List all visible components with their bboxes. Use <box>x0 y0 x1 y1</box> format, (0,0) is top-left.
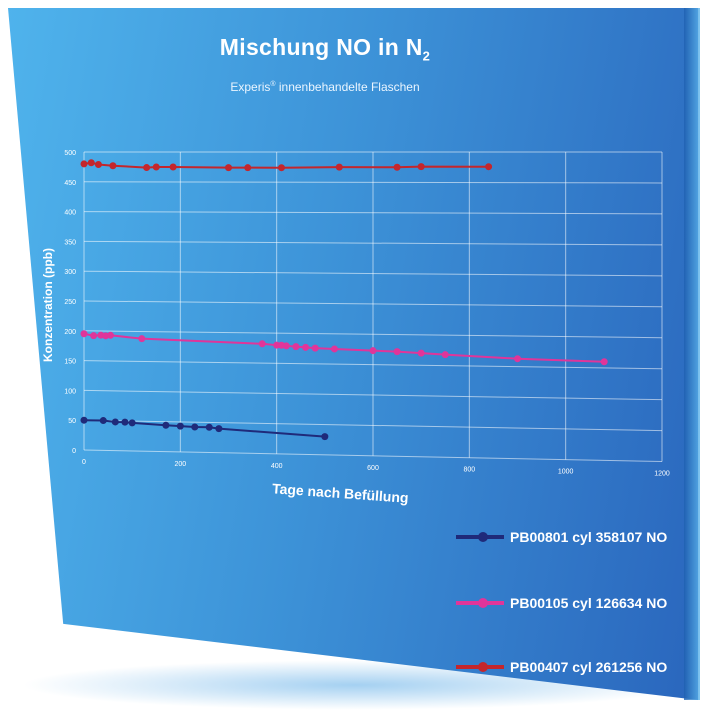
data-point <box>441 351 449 359</box>
legend-swatch <box>456 662 504 672</box>
series-1 <box>80 416 329 441</box>
y-tick-label: 350 <box>64 239 76 246</box>
grid <box>83 151 663 463</box>
data-point <box>87 159 95 167</box>
data-point <box>302 343 310 351</box>
x-tick-label: 1200 <box>654 471 670 478</box>
series-3 <box>80 159 493 172</box>
data-point <box>215 425 223 433</box>
data-point <box>244 164 252 172</box>
data-point <box>143 164 151 172</box>
data-point <box>80 160 88 168</box>
data-point <box>311 344 319 352</box>
data-point <box>109 162 117 170</box>
x-tick-label: 400 <box>271 463 283 470</box>
x-tick-label: 200 <box>174 461 186 468</box>
data-point <box>94 161 102 169</box>
data-point <box>393 348 401 356</box>
legend-swatch <box>456 598 504 608</box>
y-tick-label: 500 <box>64 150 76 157</box>
data-point <box>205 423 213 431</box>
data-point <box>128 419 136 427</box>
data-point <box>176 422 184 430</box>
panel-edge <box>684 8 700 700</box>
data-point <box>485 163 493 171</box>
data-point <box>335 163 343 171</box>
y-tick-label: 200 <box>64 329 76 336</box>
data-point <box>393 163 401 171</box>
y-tick-label: 250 <box>64 299 76 306</box>
y-tick-label: 0 <box>72 448 76 455</box>
legend-item: PB00105 cyl 126634 NO <box>456 588 667 618</box>
data-point <box>121 418 129 426</box>
data-point <box>330 345 338 353</box>
data-point <box>162 421 170 429</box>
legend-label: PB00407 cyl 261256 NO <box>510 659 668 675</box>
legend-swatch <box>456 532 504 542</box>
chart-title: Mischung NO in N2 <box>219 34 431 64</box>
data-point <box>191 423 199 431</box>
x-axis-label: Tage nach Befüllung <box>272 480 409 505</box>
y-tick-label: 150 <box>64 359 76 366</box>
data-point <box>80 416 88 424</box>
series-layer <box>80 159 608 441</box>
data-point <box>282 342 290 350</box>
data-point <box>292 343 300 351</box>
data-point <box>321 433 329 441</box>
x-tick-label: 600 <box>367 465 379 472</box>
data-point <box>417 163 425 171</box>
chart-panel <box>8 8 698 700</box>
data-point <box>273 341 281 349</box>
legend-item: PB00407 cyl 261256 NO <box>456 652 667 682</box>
y-tick-label: 100 <box>64 388 76 395</box>
legend-item: PB00801 cyl 358107 NO <box>456 522 667 552</box>
data-point <box>138 335 146 343</box>
series-line <box>83 332 605 363</box>
legend-label: PB00105 cyl 126634 NO <box>510 595 668 611</box>
x-tick-label: 800 <box>463 467 475 474</box>
series-2 <box>80 330 608 366</box>
y-tick-label: 50 <box>68 418 76 425</box>
data-point <box>90 332 98 340</box>
y-axis-label: Konzentration (ppb) <box>41 248 55 362</box>
x-tick-label: 0 <box>82 459 86 466</box>
chart-subtitle: Experis® innenbehandelte Flaschen <box>230 80 420 94</box>
x-tick-label: 1000 <box>558 469 574 476</box>
data-point <box>80 330 88 338</box>
legend-label: PB00801 cyl 358107 NO <box>510 529 668 545</box>
data-point <box>106 331 114 339</box>
data-point <box>277 164 285 172</box>
data-point <box>369 347 377 355</box>
data-point <box>514 355 521 363</box>
data-point <box>99 417 107 425</box>
y-tick-label: 300 <box>64 269 76 276</box>
data-point <box>111 418 119 426</box>
data-point <box>417 349 425 357</box>
data-point <box>169 163 177 171</box>
axes: 0 50 100 150 200 250 300 350 400 450 500 0 200 400 600… <box>64 150 670 478</box>
data-point <box>225 164 232 172</box>
data-point <box>152 163 160 171</box>
data-point <box>600 358 608 366</box>
data-point <box>258 340 266 348</box>
y-tick-label: 450 <box>64 180 76 187</box>
y-tick-label: 400 <box>64 210 76 217</box>
